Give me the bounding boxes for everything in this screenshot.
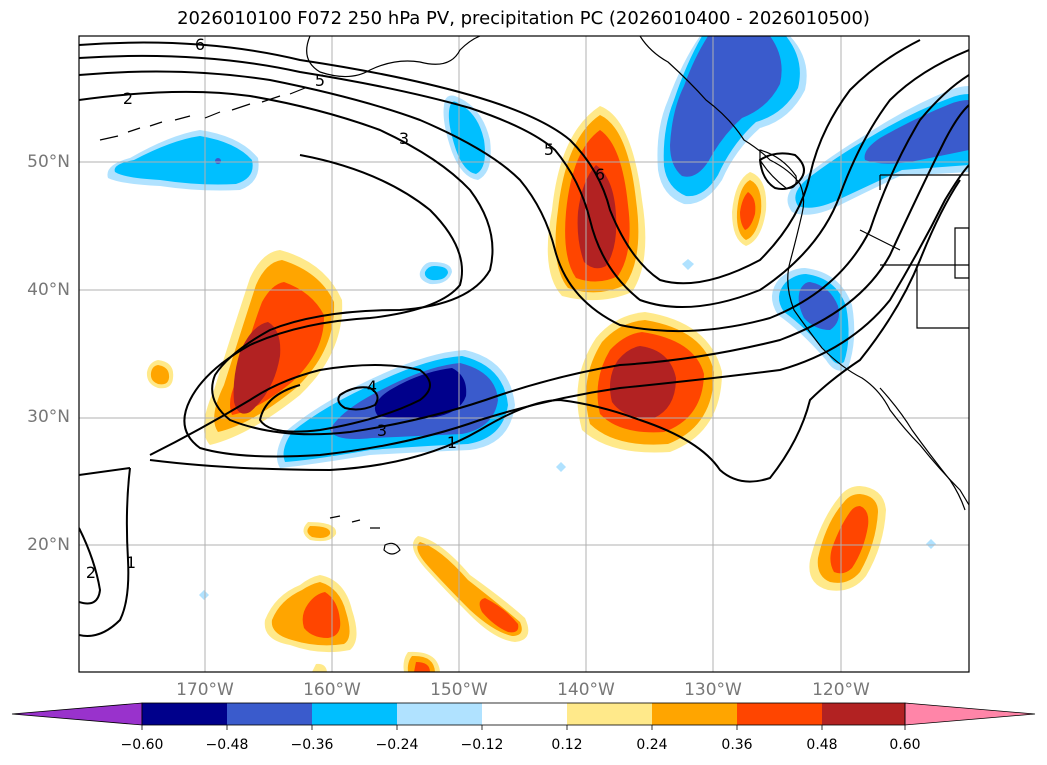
colorbar-label: 0.36 <box>721 737 753 753</box>
colorbar-extend-high <box>904 702 1036 726</box>
precip-blob <box>556 462 566 472</box>
pv-contour <box>79 90 969 436</box>
colorbar-segment <box>567 703 652 725</box>
contour-label: 1 <box>447 433 457 452</box>
pv-contours <box>79 39 969 637</box>
pv-contour <box>149 364 431 456</box>
coastlines <box>99 36 969 555</box>
plot-frame <box>78 35 970 673</box>
pv-contour <box>337 386 379 411</box>
precip-blob <box>424 266 448 281</box>
lon-label-170w: 170°W <box>176 680 234 700</box>
coastline-hawaii <box>329 515 401 555</box>
colorbar-segment <box>227 703 312 725</box>
precip-blob <box>312 663 327 672</box>
contour-label: 3 <box>377 421 387 440</box>
precip-blob <box>307 526 331 538</box>
colorbar-label: −0.36 <box>290 737 334 753</box>
colorbar-segment <box>822 703 905 725</box>
colorbar-label: 0.12 <box>551 737 583 753</box>
lon-label-130w: 130°W <box>684 680 742 700</box>
pv-contour <box>79 49 969 309</box>
lat-label-30n: 30°N <box>27 407 70 427</box>
contour-label: 4 <box>367 377 377 396</box>
contour-label: 6 <box>595 165 605 184</box>
pv-contour <box>79 39 921 285</box>
precip-negative-blobs <box>107 36 969 600</box>
contour-label: 2 <box>123 89 133 108</box>
precip-blob <box>740 192 756 230</box>
colorbar-label: 0.60 <box>889 737 921 753</box>
colorbar-frame <box>141 702 906 726</box>
pv-contour <box>183 154 969 458</box>
pv-contour <box>79 467 131 476</box>
lat-label-50n: 50°N <box>27 152 70 172</box>
plot-area: 6 5 2 3 5 6 4 3 1 2 1 <box>79 35 969 672</box>
precip-blob <box>670 36 782 177</box>
precip-blob <box>448 101 485 174</box>
contour-labels: 6 5 2 3 5 6 4 3 1 2 1 <box>86 35 605 582</box>
lat-label-40n: 40°N <box>27 280 70 300</box>
precip-blob <box>374 368 467 419</box>
contour-label: 3 <box>399 129 409 148</box>
precip-blob <box>414 662 430 672</box>
precip-blob <box>302 592 341 638</box>
lon-label-140w: 140°W <box>557 680 615 700</box>
map-title: 2026010100 F072 250 hPa PV, precipitatio… <box>177 8 870 29</box>
colorbar-label: −0.24 <box>375 737 419 753</box>
coastline-inland <box>859 174 969 329</box>
colorbar-label: 0.24 <box>636 737 668 753</box>
colorbar-segment <box>652 703 737 725</box>
precip-positive-blobs <box>146 106 886 672</box>
lon-label-160w: 160°W <box>303 680 361 700</box>
lon-label-120w: 120°W <box>812 680 870 700</box>
colorbar-segment <box>142 703 227 725</box>
colorbar-extend-low <box>11 702 143 726</box>
pv-contour <box>79 527 102 605</box>
precip-blob <box>479 598 519 633</box>
precip-blob <box>114 136 253 185</box>
precip-blob <box>215 158 221 164</box>
pv-contour <box>758 152 805 190</box>
pv-contour <box>79 467 131 637</box>
precip-blob <box>199 590 209 600</box>
colorbar-segment <box>312 703 397 725</box>
precip-blob <box>798 282 839 330</box>
lat-label-20n: 20°N <box>27 535 70 555</box>
precip-blob <box>577 165 617 269</box>
precip-blob <box>830 506 869 574</box>
contour-label: 1 <box>126 553 136 572</box>
contour-label: 6 <box>195 35 205 54</box>
pv-contour <box>149 179 961 483</box>
coastline-alaska <box>306 36 481 78</box>
contour-label: 5 <box>544 140 554 159</box>
colorbar-label: −0.12 <box>460 737 504 753</box>
colorbar-label: −0.60 <box>120 737 164 753</box>
contour-label: 2 <box>86 563 96 582</box>
pv-contour <box>79 70 969 333</box>
colorbar-label: −0.48 <box>205 737 249 753</box>
colorbar-segment <box>397 703 482 725</box>
colorbar-segment <box>482 703 567 725</box>
precip-blob <box>926 539 936 549</box>
contour-label: 5 <box>315 71 325 90</box>
lon-label-150w: 150°W <box>430 680 488 700</box>
coastline-baja <box>879 387 966 511</box>
precip-blob <box>864 100 969 164</box>
precip-blob <box>150 365 170 385</box>
coastline-bc <box>639 36 805 215</box>
precip-blob <box>682 259 694 270</box>
colorbar-label: 0.48 <box>806 737 838 753</box>
colorbar-segment <box>737 703 822 725</box>
colorbar <box>11 702 1036 730</box>
